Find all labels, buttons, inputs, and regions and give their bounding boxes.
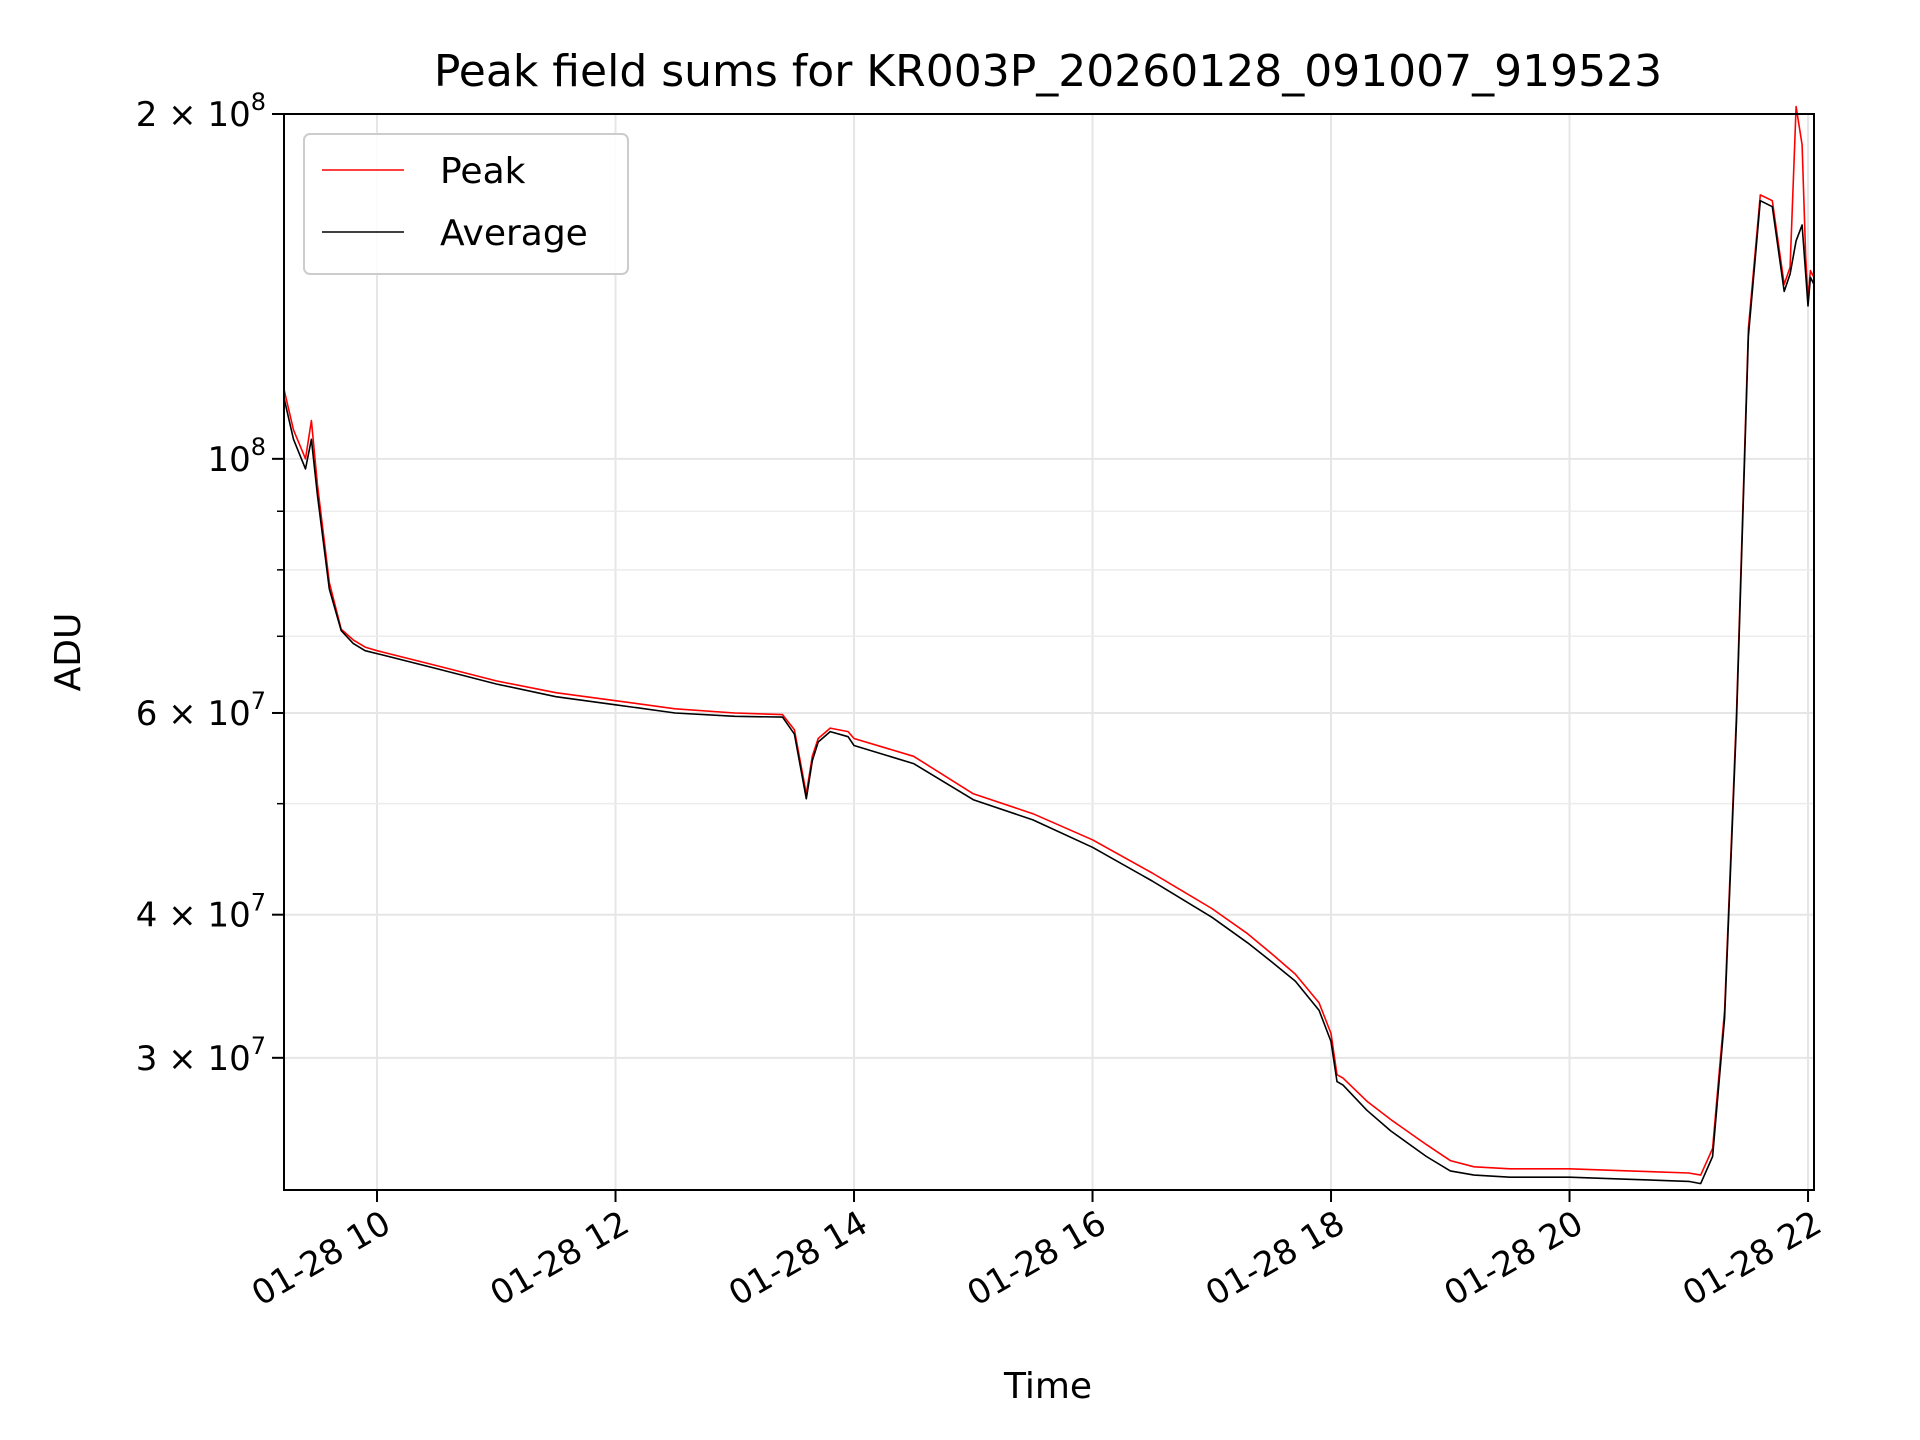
legend-label-average: Average xyxy=(440,213,588,254)
y-tick-label-base: 6 × 10 xyxy=(136,694,251,734)
grid xyxy=(284,113,1814,1190)
chart-title: Peak field sums for KR003P_20260128_0910… xyxy=(434,46,1662,97)
legend-label-peak: Peak xyxy=(440,151,526,192)
y-axis-label: ADU xyxy=(48,613,89,692)
y-tick-label-base: 4 × 10 xyxy=(136,896,251,936)
legend: Peak Average xyxy=(303,133,629,275)
y-tick-label: 108 xyxy=(207,433,266,480)
y-tick-label-base: 3 × 10 xyxy=(136,1039,251,1079)
series-line-average xyxy=(283,199,1815,1185)
y-tick-label-base: 10 xyxy=(207,440,250,480)
x-axis-label: Time xyxy=(1003,1366,1092,1407)
legend-box xyxy=(303,133,629,275)
y-tick-label: 4 × 107 xyxy=(136,889,266,936)
y-tick-label-exponent: 7 xyxy=(251,889,266,917)
y-tick-label-base: 2 × 10 xyxy=(136,95,251,135)
series-group xyxy=(283,105,1815,1185)
y-tick-label: 3 × 107 xyxy=(136,1032,266,1079)
y-tick-label-exponent: 7 xyxy=(251,1032,266,1060)
plot-frame xyxy=(283,113,1815,1191)
y-tick-label-exponent: 8 xyxy=(251,88,266,116)
y-tick-label: 6 × 107 xyxy=(136,687,266,734)
y-tick-label-exponent: 8 xyxy=(251,433,266,461)
y-tick-label-exponent: 7 xyxy=(251,687,266,715)
y-tick-label: 2 × 108 xyxy=(136,88,266,135)
